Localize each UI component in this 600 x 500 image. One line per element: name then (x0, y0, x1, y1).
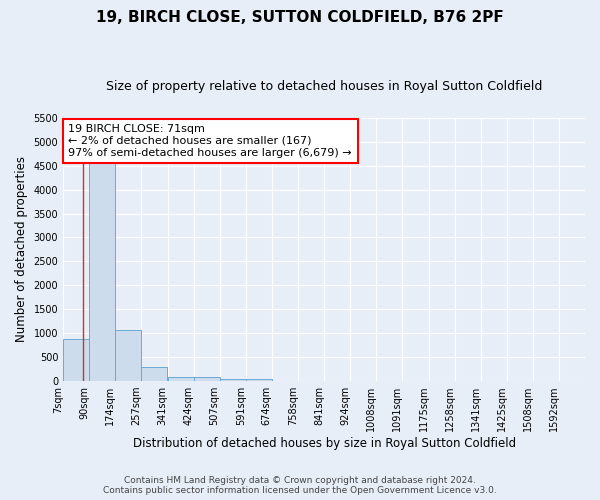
Bar (89, 164, 115, 381)
Text: 19 BIRCH CLOSE: 71sqm
← 2% of detached houses are smaller (167)
97% of semi-deta: 19 BIRCH CLOSE: 71sqm ← 2% of detached h… (68, 124, 352, 158)
X-axis label: Distribution of detached houses by size in Royal Sutton Coldfield: Distribution of detached houses by size … (133, 437, 515, 450)
Y-axis label: Number of detached properties: Number of detached properties (15, 156, 28, 342)
Bar (194, 378, 220, 381)
Text: Contains HM Land Registry data © Crown copyright and database right 2024.
Contai: Contains HM Land Registry data © Crown c… (103, 476, 497, 495)
Bar (63, 339, 89, 381)
Bar (142, 367, 167, 381)
Title: Size of property relative to detached houses in Royal Sutton Coldfield: Size of property relative to detached ho… (106, 80, 542, 93)
Bar (115, 330, 142, 381)
Bar (246, 378, 272, 381)
Text: 19, BIRCH CLOSE, SUTTON COLDFIELD, B76 2PF: 19, BIRCH CLOSE, SUTTON COLDFIELD, B76 2… (96, 10, 504, 25)
Bar (167, 377, 194, 381)
Bar (220, 378, 245, 381)
